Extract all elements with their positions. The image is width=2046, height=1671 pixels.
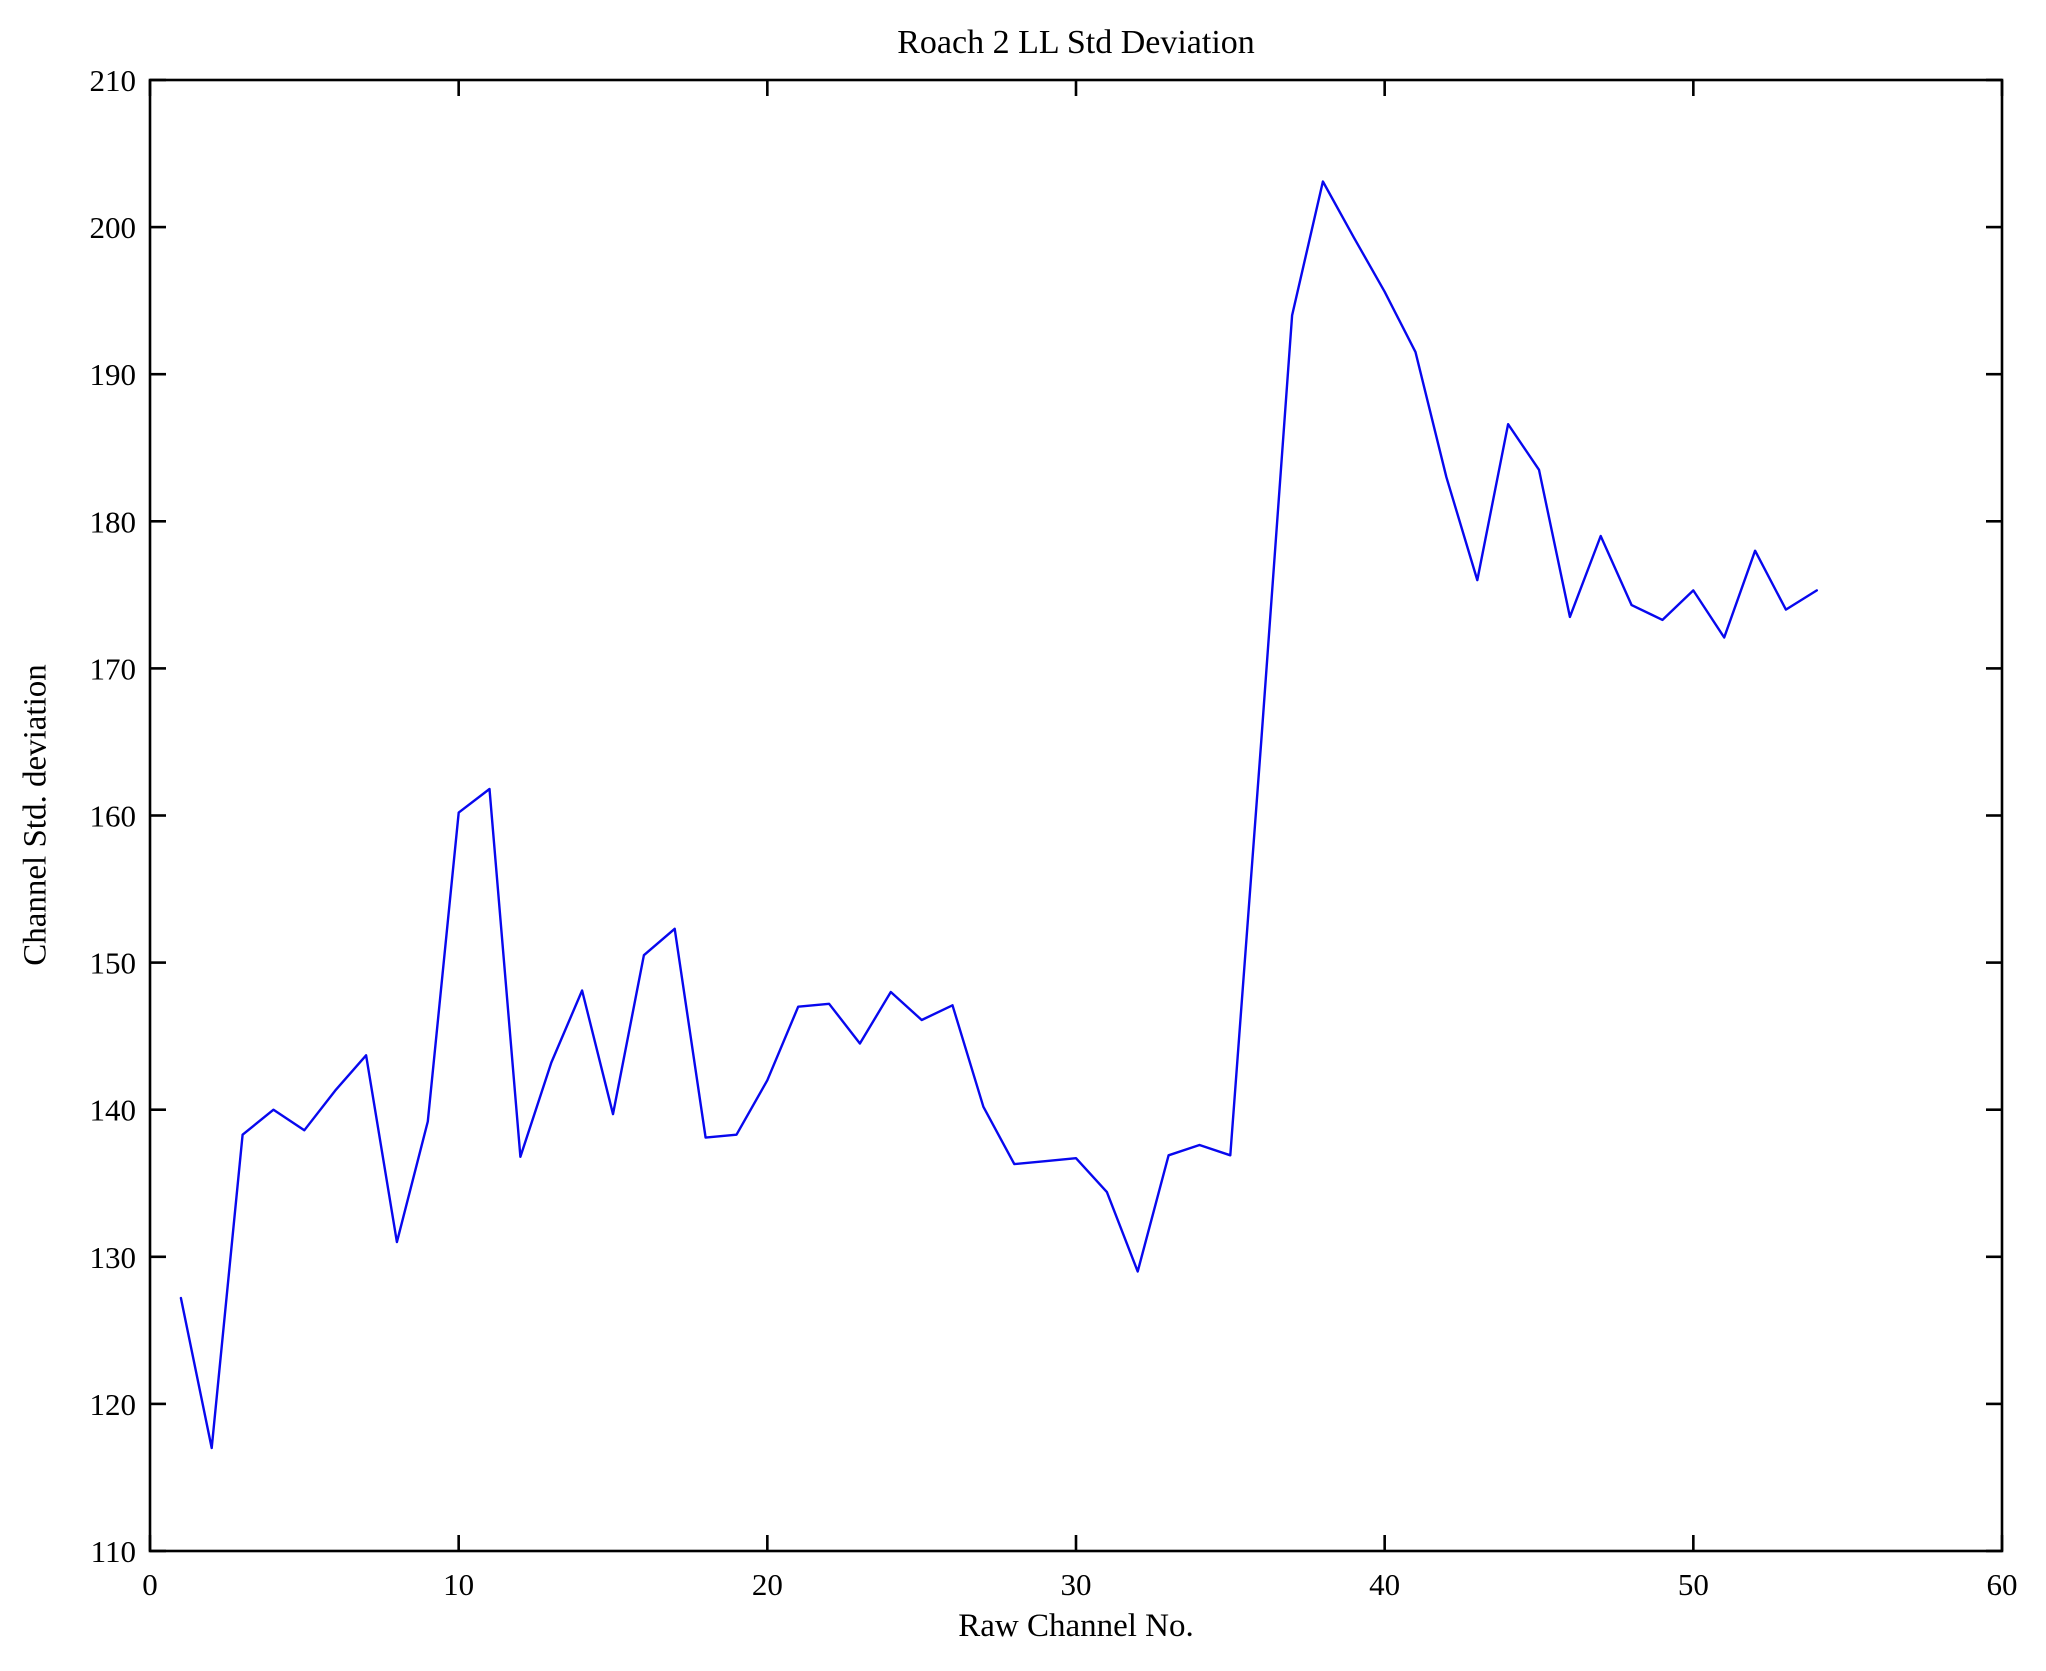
x-tick-label: 20 bbox=[752, 1567, 783, 1602]
chart-title: Roach 2 LL Std Deviation bbox=[897, 24, 1255, 61]
x-tick-label: 30 bbox=[1061, 1567, 1092, 1602]
y-tick-label: 160 bbox=[90, 799, 137, 834]
y-tick-label: 190 bbox=[90, 357, 137, 392]
y-tick-label: 210 bbox=[90, 63, 137, 98]
x-tick-label: 40 bbox=[1369, 1567, 1400, 1602]
y-tick-label: 130 bbox=[90, 1240, 137, 1275]
y-tick-label: 150 bbox=[90, 946, 137, 981]
y-tick-label: 180 bbox=[90, 504, 137, 539]
x-axis-label: Raw Channel No. bbox=[958, 1608, 1194, 1644]
x-tick-label: 0 bbox=[142, 1567, 158, 1602]
y-tick-label: 120 bbox=[90, 1387, 137, 1422]
x-tick-label: 10 bbox=[443, 1567, 474, 1602]
y-axis-label: Channel Std. deviation bbox=[17, 664, 54, 966]
y-tick-label: 140 bbox=[90, 1093, 137, 1128]
data-line-channel-std-deviation bbox=[179, 180, 1819, 1450]
y-tick-label: 110 bbox=[91, 1534, 136, 1569]
plot-border bbox=[148, 78, 2004, 1553]
x-tick-label: 50 bbox=[1678, 1567, 1709, 1602]
y-tick-label: 170 bbox=[90, 651, 137, 686]
x-tick-label: 60 bbox=[1987, 1567, 2018, 1602]
y-tick-label: 200 bbox=[90, 210, 137, 245]
